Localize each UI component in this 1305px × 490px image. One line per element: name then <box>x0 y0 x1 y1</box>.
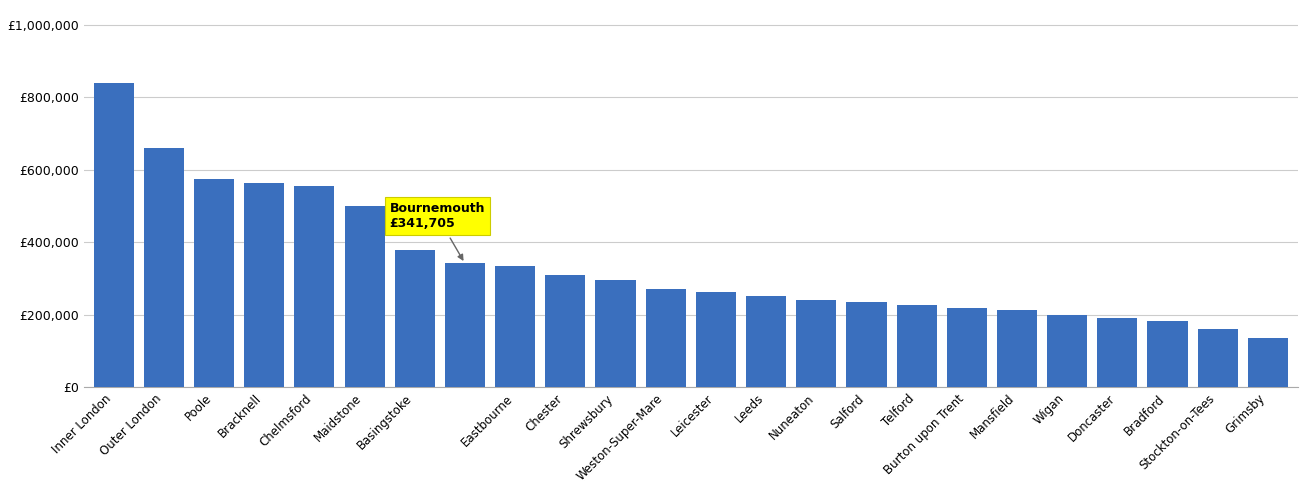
Bar <box>545 275 586 387</box>
Bar <box>244 183 284 387</box>
Bar <box>1098 318 1138 387</box>
Bar <box>847 302 886 387</box>
Bar <box>646 290 686 387</box>
Bar <box>796 299 837 387</box>
Bar <box>746 296 786 387</box>
Bar <box>394 249 435 387</box>
Bar <box>445 264 485 387</box>
Bar <box>897 305 937 387</box>
Bar <box>345 206 385 387</box>
Text: Bournemouth
£341,705: Bournemouth £341,705 <box>390 202 485 260</box>
Bar <box>1147 321 1188 387</box>
Bar <box>1198 329 1238 387</box>
Bar <box>194 179 234 387</box>
Bar <box>144 148 184 387</box>
Bar <box>1248 339 1288 387</box>
Bar <box>1047 315 1087 387</box>
Bar <box>495 266 535 387</box>
Bar <box>946 308 987 387</box>
Bar <box>295 186 334 387</box>
Bar <box>696 293 736 387</box>
Bar <box>94 83 133 387</box>
Bar <box>997 311 1037 387</box>
Bar <box>595 280 636 387</box>
